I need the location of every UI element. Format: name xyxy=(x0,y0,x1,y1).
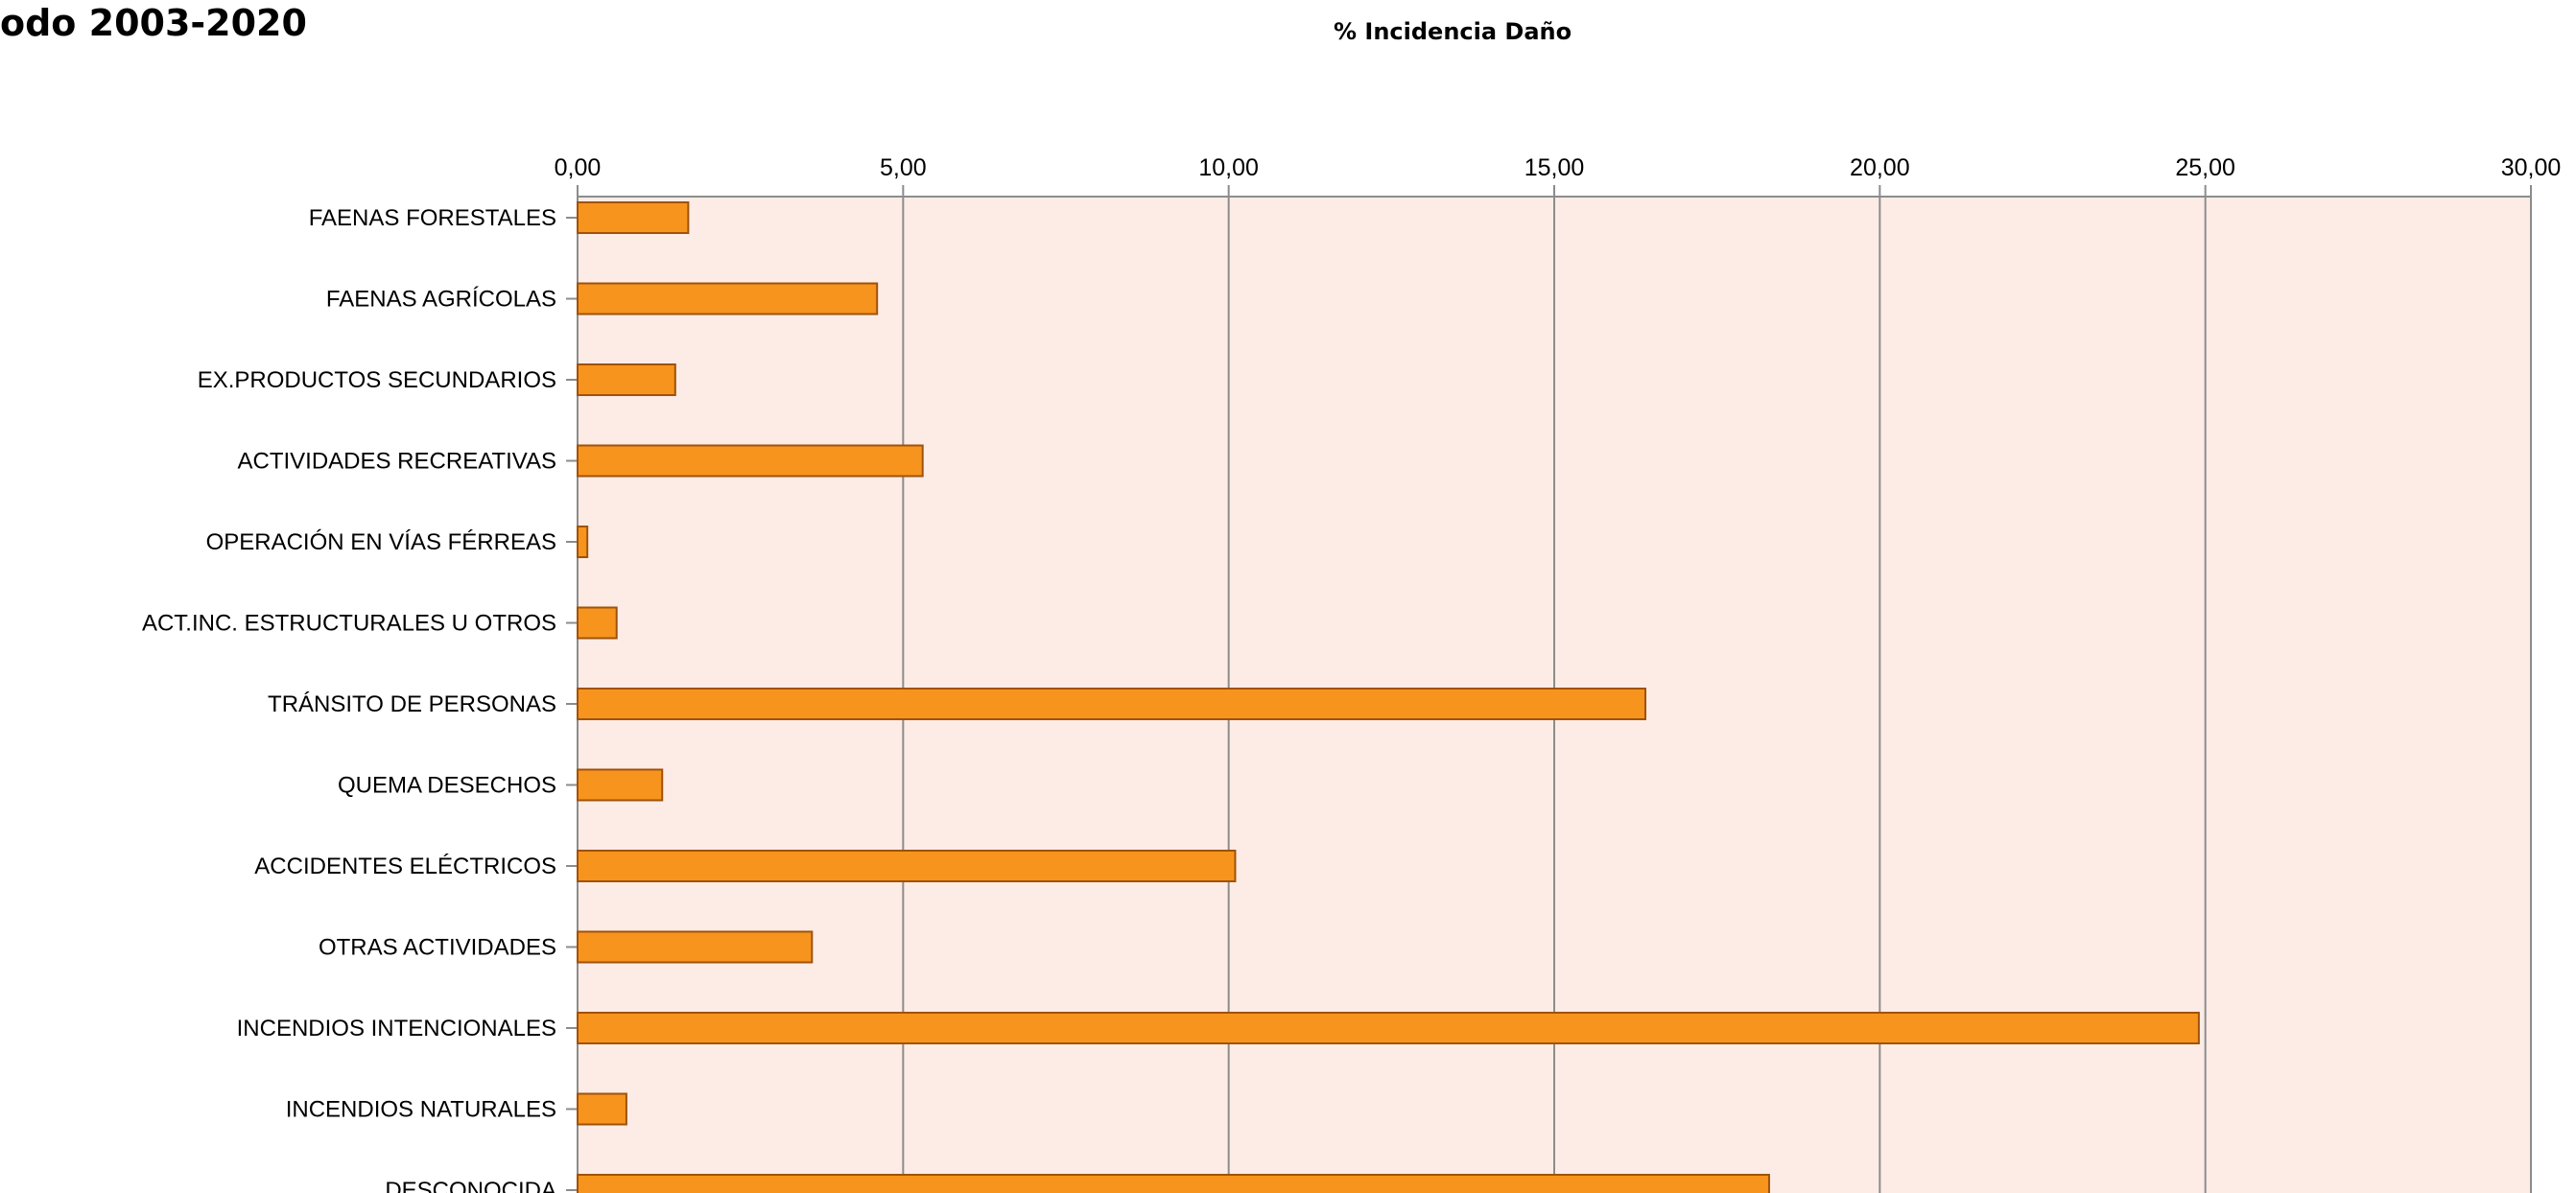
x-tick-label: 5,00 xyxy=(880,154,927,181)
bar xyxy=(577,606,618,640)
category-label: ACCIDENTES ELÉCTRICOS xyxy=(254,854,556,879)
category-label: FAENAS AGRÍCOLAS xyxy=(326,287,556,313)
bar xyxy=(577,1092,627,1126)
x-axis-title: % Incidencia Daño xyxy=(1334,18,1572,45)
category-label: INCENDIOS INTENCIONALES xyxy=(237,1016,556,1041)
bar xyxy=(577,363,676,396)
bar xyxy=(577,688,1647,720)
category-label: OTRAS ACTIVIDADES xyxy=(319,935,556,961)
category-label: ACT.INC. ESTRUCTURALES U OTROS xyxy=(142,611,556,637)
x-tick-label: 25,00 xyxy=(2175,154,2235,181)
category-label: TRÁNSITO DE PERSONAS xyxy=(268,691,556,717)
x-tick-label: 20,00 xyxy=(1850,154,1910,181)
page-title: odo 2003-2020 xyxy=(0,2,307,44)
bar xyxy=(577,930,814,964)
bar xyxy=(577,768,664,802)
category-label: INCENDIOS NATURALES xyxy=(286,1097,556,1123)
bar xyxy=(577,201,690,234)
bar xyxy=(577,444,924,478)
bar xyxy=(577,850,1237,882)
bar xyxy=(577,1012,2200,1044)
bar xyxy=(577,282,879,316)
x-tick-label: 15,00 xyxy=(1524,154,1585,181)
category-label: FAENAS FORESTALES xyxy=(309,205,556,231)
x-tick-label: 10,00 xyxy=(1198,154,1259,181)
category-label: OPERACIÓN EN VÍAS FÉRREAS xyxy=(206,529,556,555)
category-label: QUEMA DESECHOS xyxy=(338,773,556,799)
category-label: DESCONOCIDA xyxy=(385,1178,556,1193)
bar xyxy=(577,1174,1770,1193)
category-label: EX.PRODUCTOS SECUNDARIOS xyxy=(198,367,556,393)
x-tick-label: 30,00 xyxy=(2501,154,2562,181)
x-tick-label: 0,00 xyxy=(555,154,602,181)
category-label: ACTIVIDADES RECREATIVAS xyxy=(237,449,556,475)
bar xyxy=(577,526,589,558)
